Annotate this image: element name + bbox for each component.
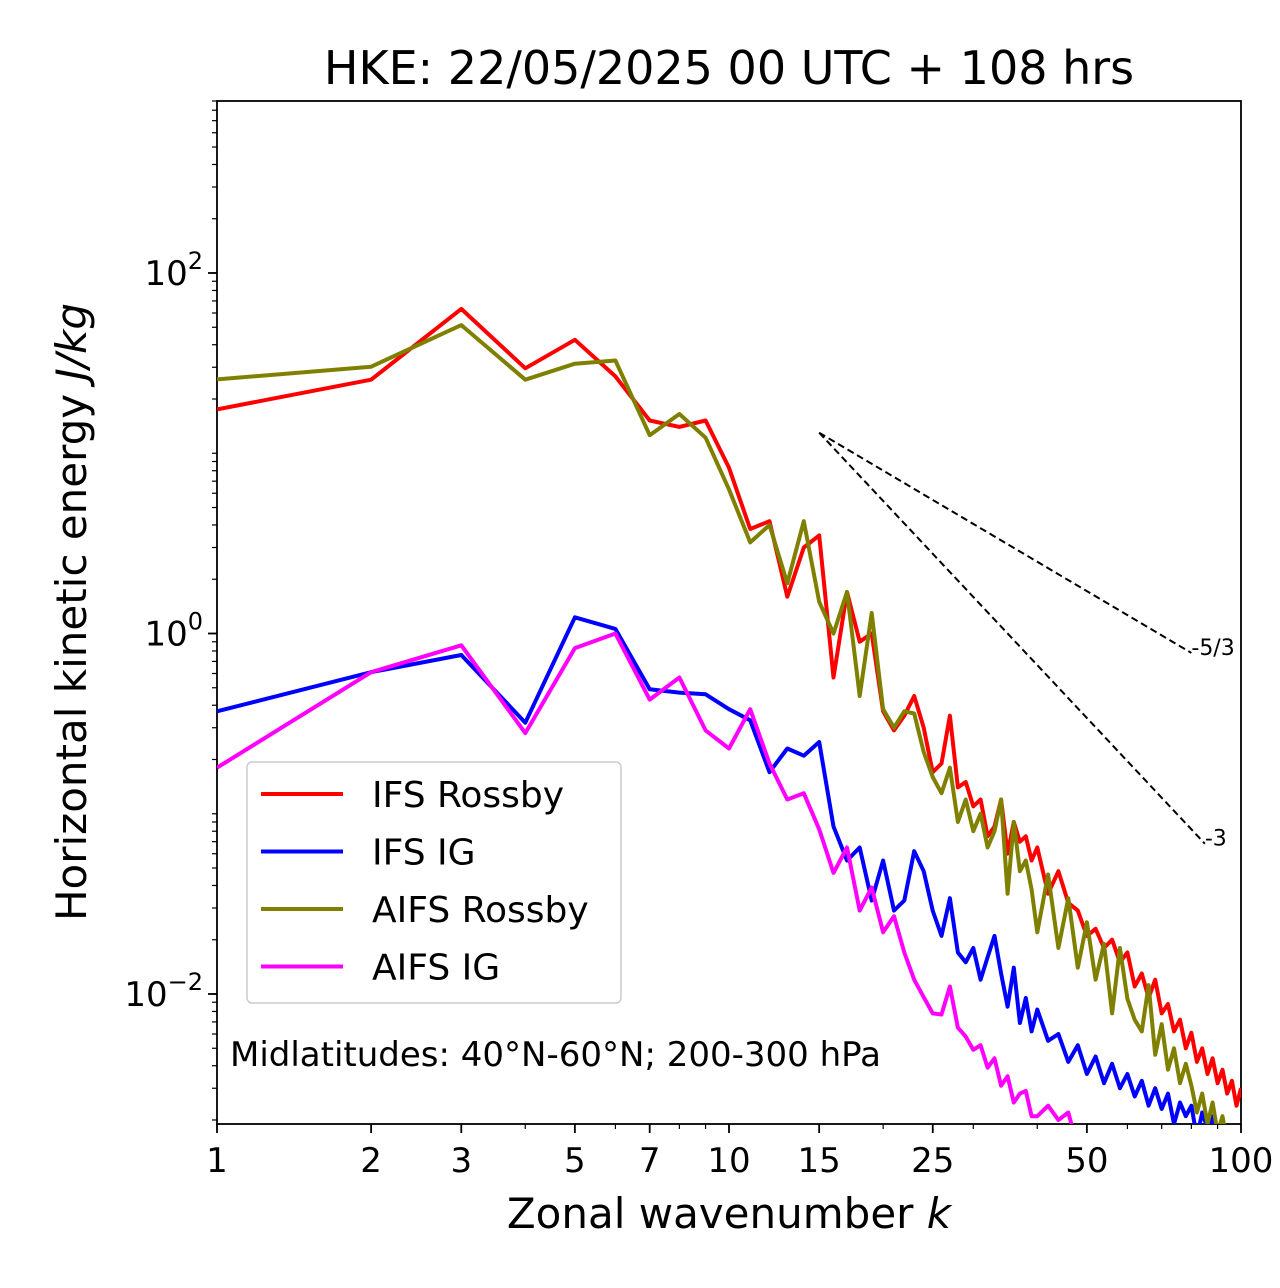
x-tick-label: 25 — [911, 1141, 954, 1181]
x-tick-label: 2 — [360, 1141, 382, 1181]
reference-slope-labels: -5/3 -3 — [1191, 636, 1234, 852]
y-tick-label: 10−2 — [124, 968, 203, 1015]
x-tick-label: 50 — [1065, 1141, 1108, 1181]
x-tick-label: 1 — [206, 1141, 228, 1181]
x-tick-label: 3 — [450, 1141, 472, 1181]
reference-slope-label: -3 — [1205, 827, 1227, 852]
reference-slope-line — [818, 432, 1206, 845]
x-tick-label: 10 — [707, 1141, 750, 1181]
y-tick-label: 102 — [144, 247, 203, 294]
reference-slope-label: -5/3 — [1191, 636, 1234, 661]
series-lines — [217, 306, 1241, 1124]
series-line — [217, 323, 1226, 1124]
region-annotation: Midlatitudes: 40°N-60°N; 200-300 hPa — [230, 1035, 881, 1075]
legend: IFS Rossby IFS IG AIFS Rossby AIFS IG — [246, 761, 622, 1004]
legend-box — [246, 761, 622, 1004]
legend-label: IFS IG — [372, 833, 476, 874]
legend-label: IFS Rossby — [372, 775, 564, 816]
y-axis-ticks: 102 100 10−2 — [124, 100, 217, 1121]
x-tick-label: 15 — [798, 1141, 841, 1181]
reference-slope-line — [818, 431, 1192, 654]
y-tick-label: 100 — [144, 607, 203, 654]
series-line — [217, 615, 1225, 1124]
x-axis-ticks: 1 2 3 5 7 10 15 25 50 100 — [206, 1124, 1273, 1181]
legend-label: AIFS IG — [372, 948, 500, 989]
chart-title: HKE: 22/05/2025 00 UTC + 108 hrs — [324, 41, 1134, 95]
y-axis-label: Horizontal kinetic energy J/kg — [47, 303, 96, 921]
legend-label: AIFS Rossby — [372, 890, 589, 931]
x-axis-label: Zonal wavenumber k — [507, 1189, 953, 1238]
x-tick-label: 7 — [639, 1141, 661, 1181]
x-tick-label: 100 — [1209, 1141, 1274, 1181]
reference-slope-lines — [818, 431, 1206, 845]
x-tick-label: 5 — [564, 1141, 586, 1181]
series-line — [217, 631, 1074, 1124]
